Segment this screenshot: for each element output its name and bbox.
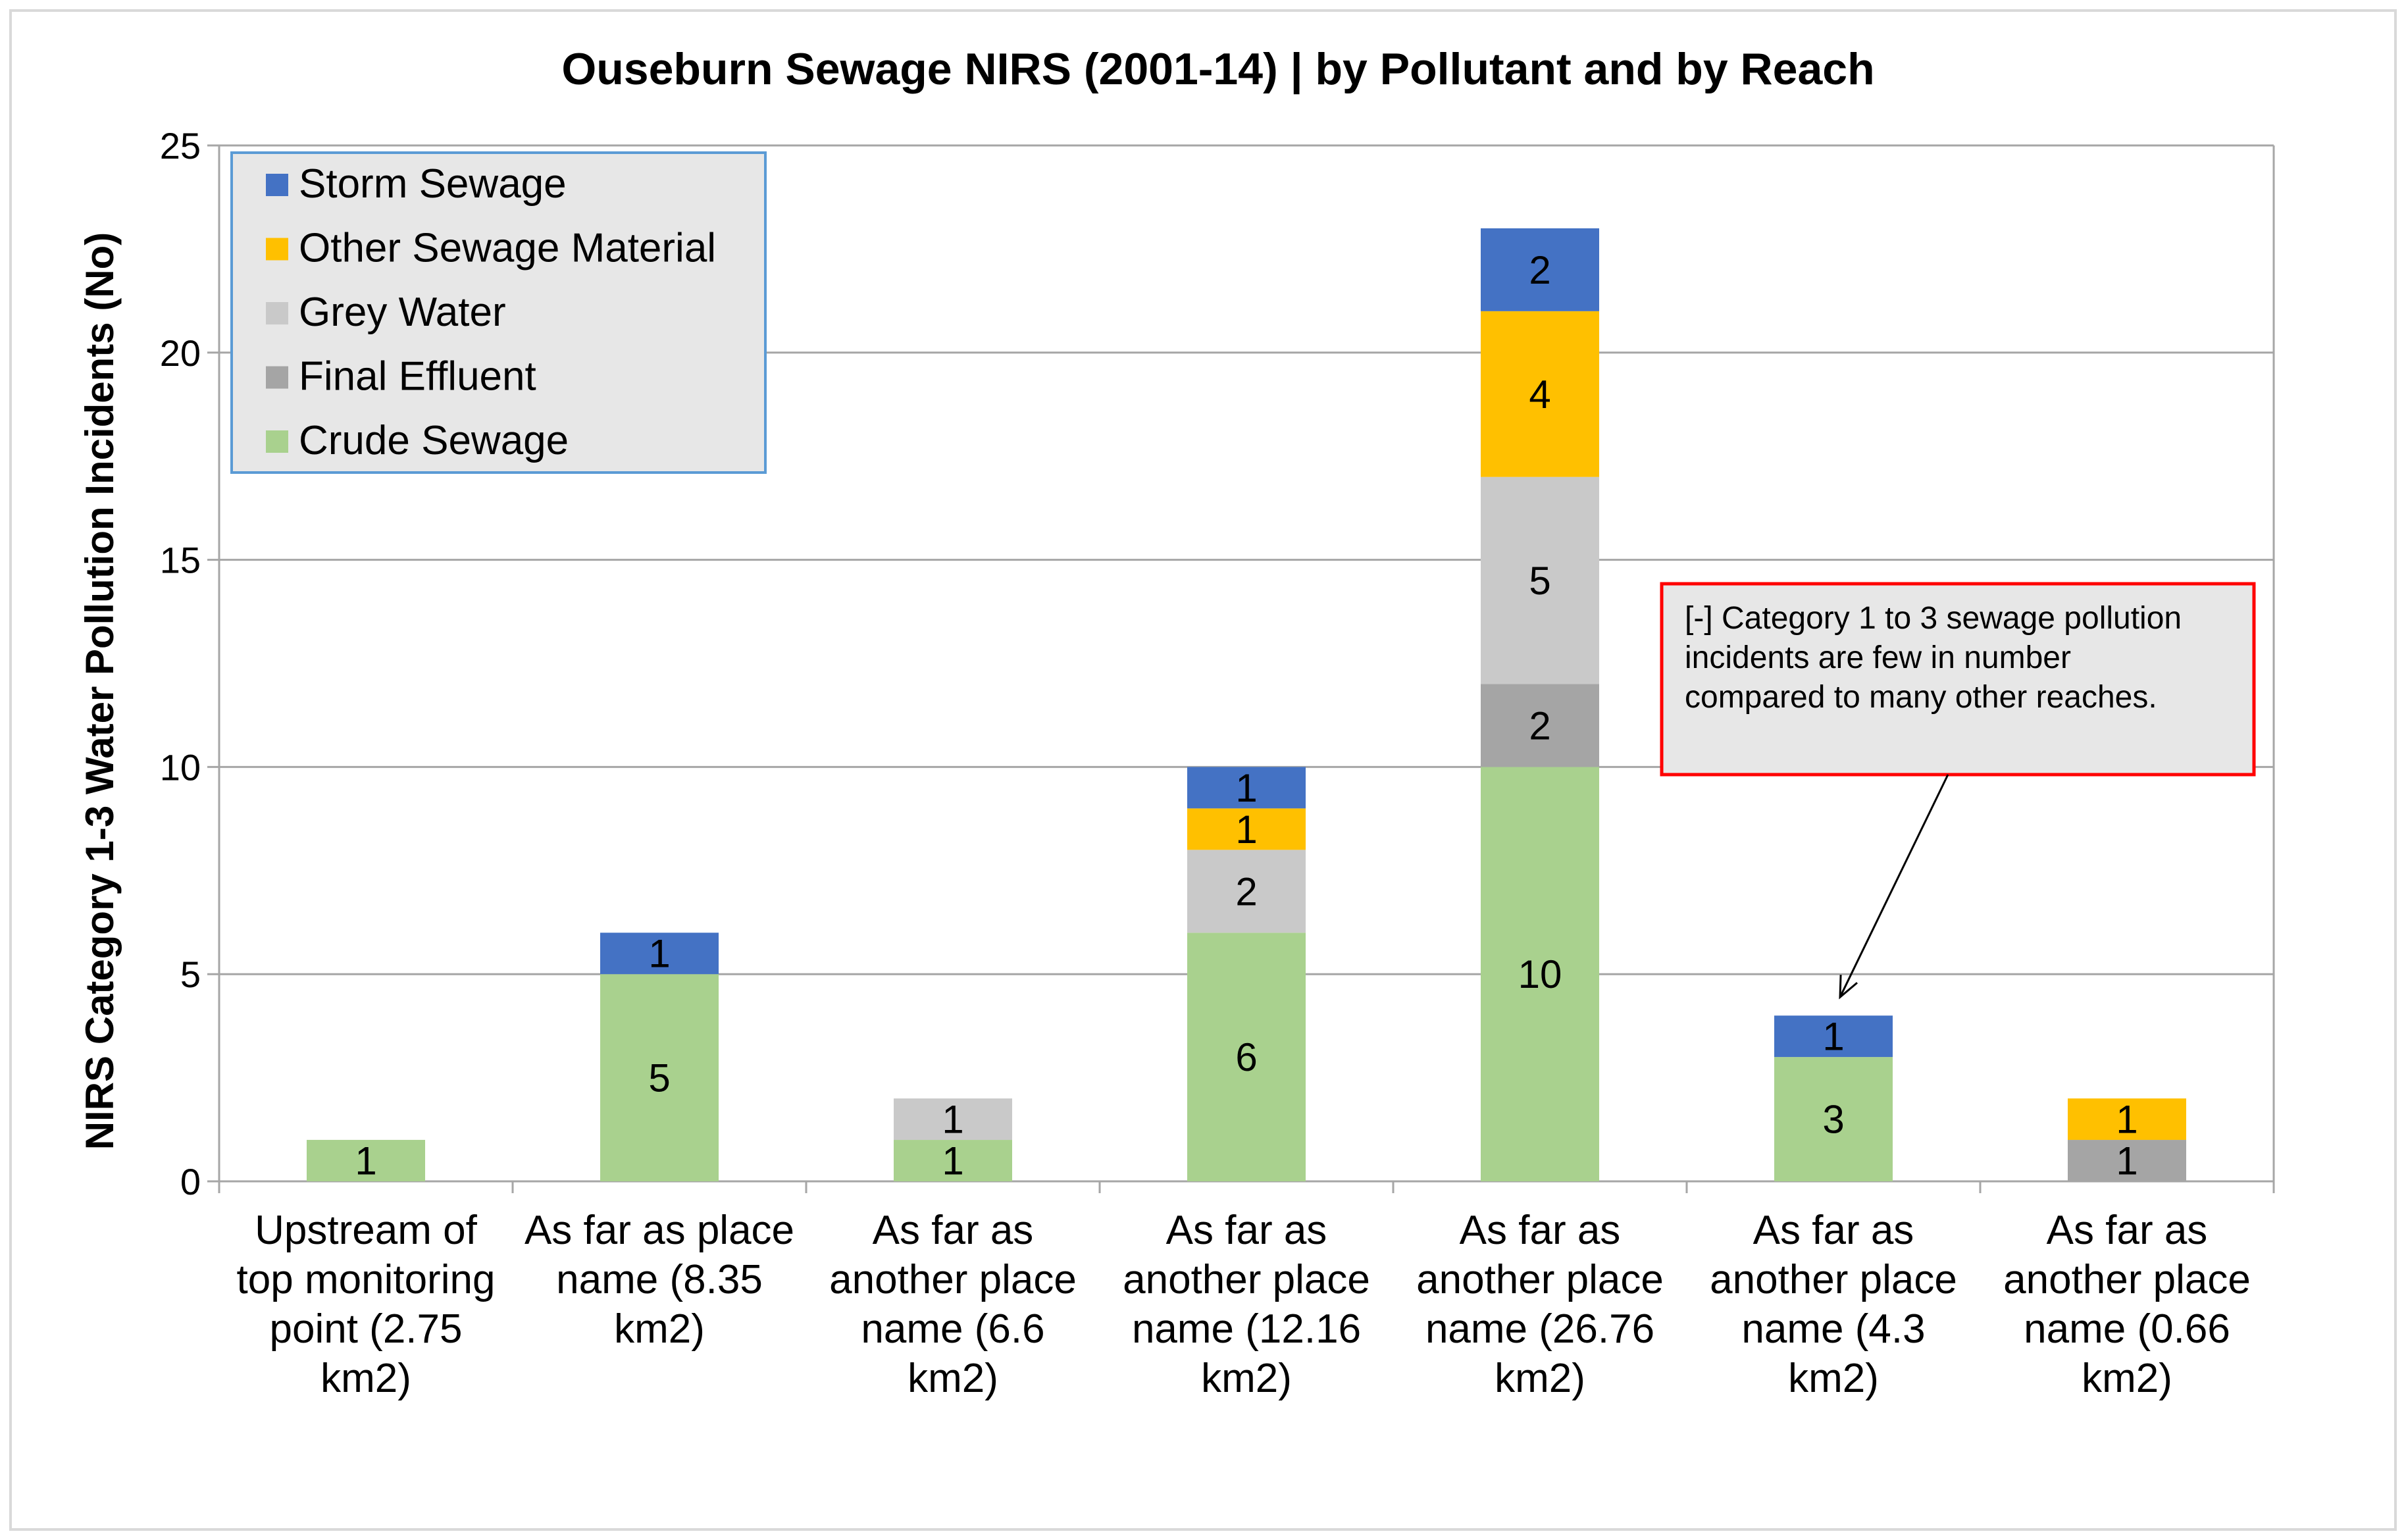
category-labels: Upstream of top monitoring point (2.75 km2)…: [237, 1208, 2251, 1401]
annotation: [-] Category 1 to 3 sewage pollution inci…: [1660, 582, 2256, 1000]
data-label: 2: [1235, 869, 1257, 913]
legend-entry-label: Crude Sewage: [299, 418, 569, 463]
bar-segment: [1774, 1015, 1893, 1058]
data-label: 1: [1822, 1015, 1844, 1059]
bar-segment: [1481, 311, 1599, 477]
annotation-text: [-] Category 1 to 3 sewage pollution: [1685, 601, 2182, 636]
bar-segment: [600, 974, 719, 1181]
y-tick-label: 5: [180, 954, 201, 995]
annotation-arrowhead: [1839, 975, 1858, 1000]
annotation-text: incidents are few in number: [1685, 640, 2071, 675]
data-label: 1: [2116, 1098, 2137, 1142]
data-label: 1: [355, 1139, 376, 1183]
data-label: 1: [1235, 808, 1257, 852]
bar-segment: [1187, 808, 1306, 850]
legend-entry-label: Final Effluent: [299, 354, 536, 399]
data-label: 2: [1529, 704, 1550, 748]
bar-segment: [894, 1098, 1012, 1141]
bar-segment: [1481, 228, 1599, 311]
bar-segment: [600, 933, 719, 975]
legend-entry-label: Storm Sewage: [299, 161, 567, 207]
x-tick-label: As far as another place name (12.16 km2): [1123, 1208, 1370, 1401]
legend-swatch: [266, 238, 288, 261]
legend-box: [230, 151, 767, 474]
bar-segment: [2068, 1098, 2186, 1141]
data-label: 1: [1235, 766, 1257, 810]
bar-segment: [307, 1140, 425, 1181]
annotation-box: [1660, 582, 2256, 777]
data-label: 5: [648, 1056, 670, 1100]
data-label: 1: [942, 1139, 963, 1183]
y-tick-label: 10: [160, 746, 201, 788]
data-label: 1: [2116, 1139, 2137, 1183]
legend-swatch: [266, 366, 288, 389]
bars: [307, 228, 2186, 1181]
data-label: 6: [1235, 1035, 1257, 1079]
x-tick-label: As far as another place name (4.3 km2): [1710, 1208, 1957, 1401]
data-label: 4: [1529, 372, 1550, 417]
legend-entry-label: Other Sewage Material: [299, 226, 716, 271]
y-axis-label: NIRS Category 1-3 Water Pollution Incide…: [78, 232, 122, 1150]
data-label: 1: [942, 1098, 963, 1142]
data-label: 2: [1529, 248, 1550, 292]
bar-segment: [894, 1140, 1012, 1181]
bar-segment: [1187, 933, 1306, 1181]
legend-swatch: [266, 174, 288, 196]
y-tick-label: 0: [180, 1161, 201, 1202]
legend-swatch: [266, 302, 288, 324]
bar-segment: [1481, 684, 1599, 767]
legend: Storm Sewage Other Sewage Material Grey Wa…: [230, 151, 767, 474]
x-tick-label: As far as another place name (0.66 km2): [2003, 1208, 2251, 1401]
y-tick-label: 25: [160, 125, 201, 167]
chart-title: Ouseburn Sewage NIRS (2001-14) | by Poll…: [561, 44, 1874, 95]
bar-segment: [1187, 850, 1306, 933]
legend-swatch: [266, 430, 288, 453]
data-label: 1: [648, 932, 670, 976]
x-tick-label: As far as place name (8.35 km2): [525, 1208, 794, 1352]
x-tick-label: As far as another place name (6.6 km2): [829, 1208, 1077, 1401]
y-tick-label: 20: [160, 332, 201, 374]
x-tick-label: As far as another place name (26.76 km2): [1416, 1208, 1664, 1401]
x-tick-label: Upstream of top monitoring point (2.75 km2): [237, 1208, 496, 1401]
y-tick-label: 15: [160, 540, 201, 581]
data-label: 3: [1822, 1098, 1844, 1142]
bar-segment: [2068, 1140, 2186, 1181]
annotation-arrow: [1839, 774, 1949, 998]
bar-segment: [1774, 1057, 1893, 1181]
legend-entry-label: Grey Water: [299, 290, 506, 335]
bar-segment: [1187, 767, 1306, 809]
chart-frame: [9, 9, 2397, 1531]
bar-segment: [1481, 476, 1599, 684]
data-label: 10: [1518, 952, 1562, 996]
bar-segment: [1481, 767, 1599, 1181]
annotation-text: compared to many other reaches.: [1685, 680, 2157, 715]
data-label: 5: [1529, 559, 1550, 603]
